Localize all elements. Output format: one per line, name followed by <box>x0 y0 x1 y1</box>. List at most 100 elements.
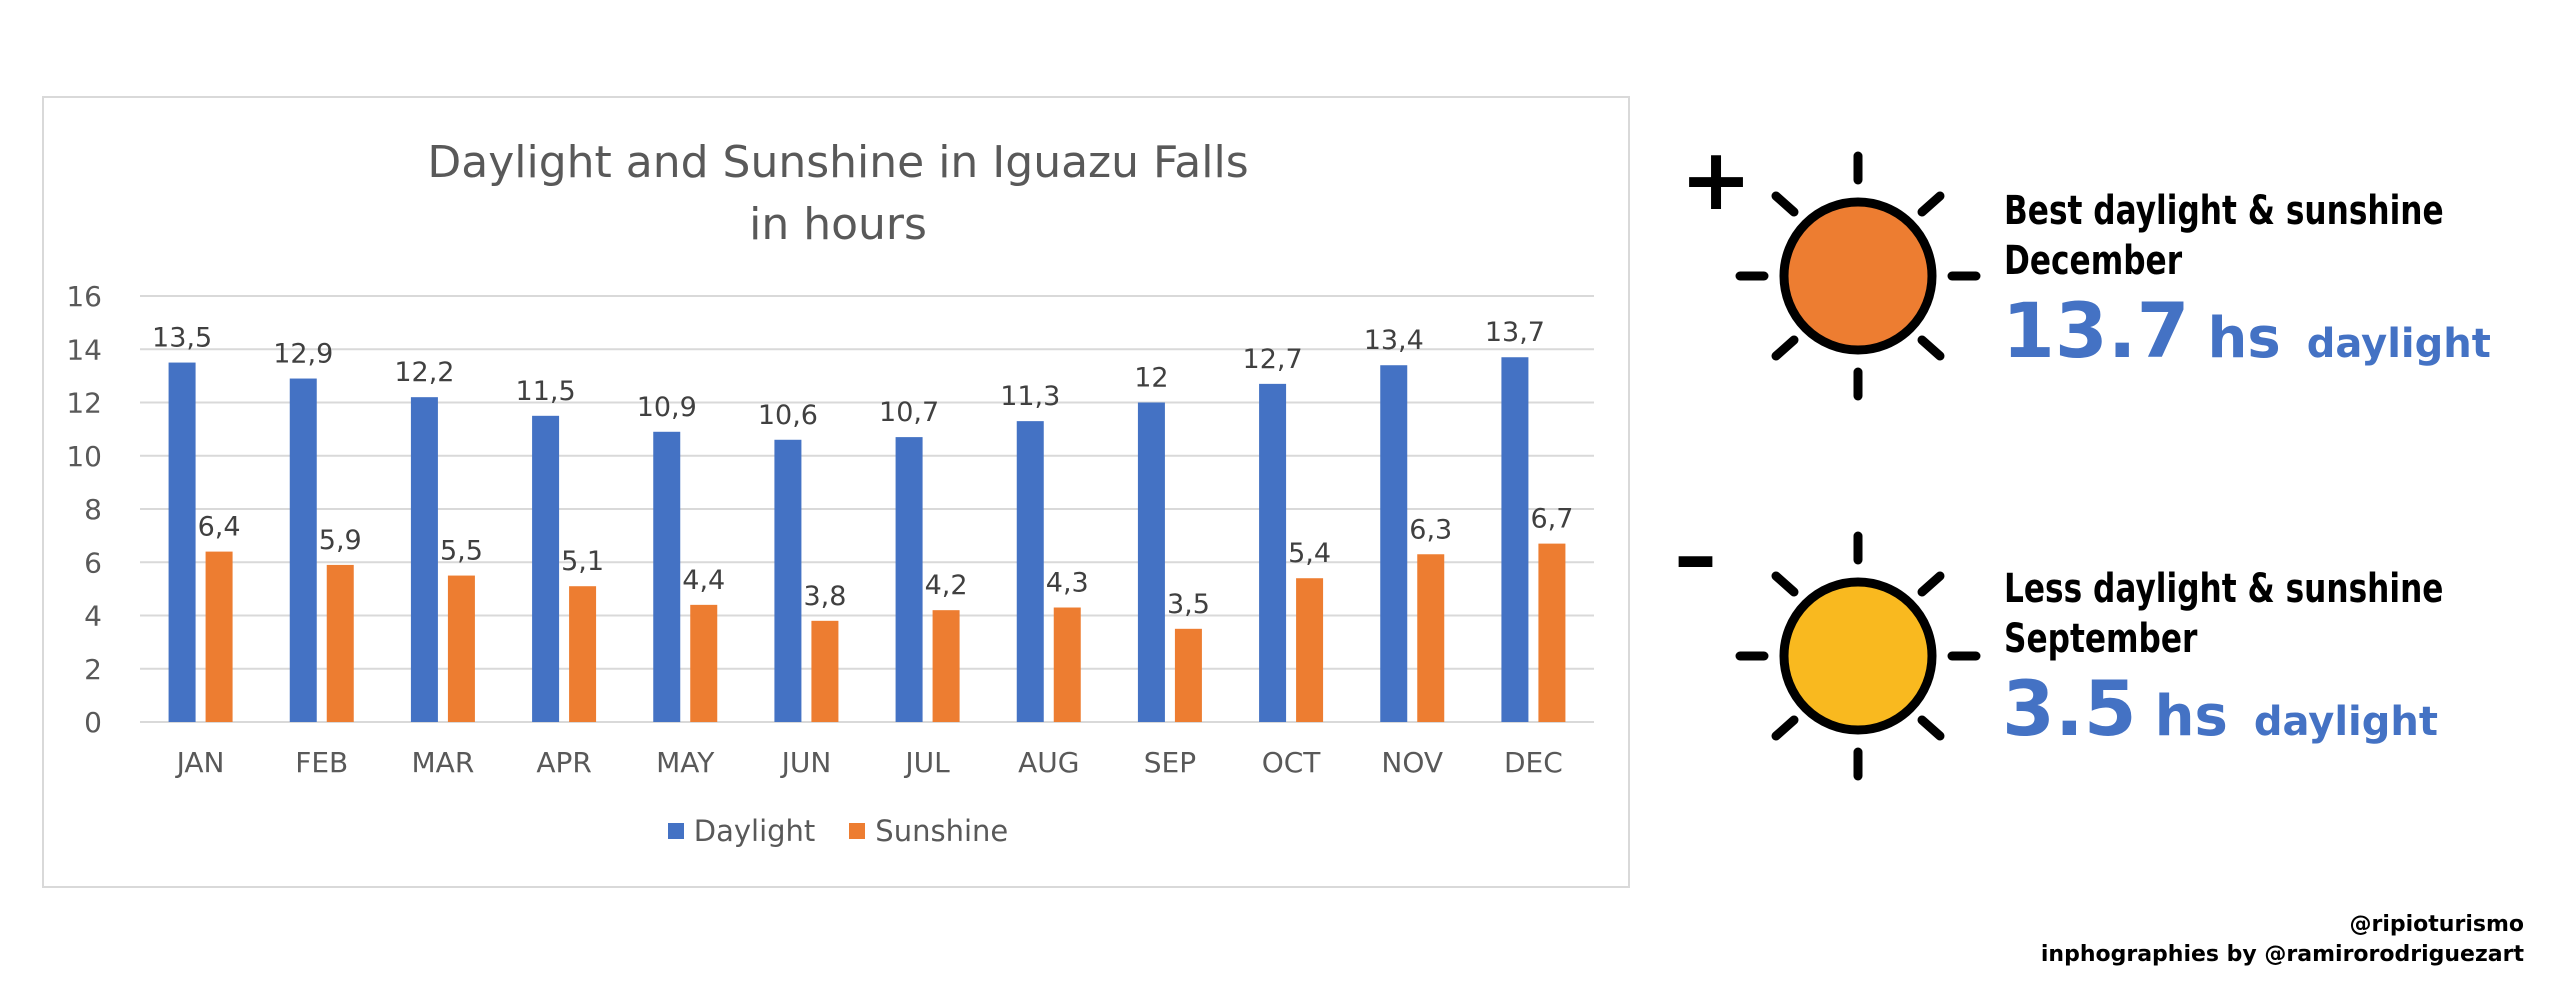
best-value: 13.7 hs daylight <box>2002 286 2491 375</box>
legend-item-daylight: Daylight <box>667 814 816 848</box>
legend-label-daylight: Daylight <box>693 814 816 848</box>
best-heading-line-1: Best daylight & sunshine <box>2004 188 2444 234</box>
x-tick-label: AUG <box>1018 746 1079 779</box>
data-label: 6,4 <box>198 512 241 543</box>
bar-sunshine-oct <box>1296 578 1324 722</box>
worst-value-number: 3.5 <box>2002 664 2137 753</box>
x-tick-label: FEB <box>295 746 348 779</box>
bar-daylight-jul <box>895 437 923 722</box>
data-label: 4,4 <box>682 565 725 596</box>
legend-swatch-daylight <box>667 823 684 839</box>
bar-chart: 0 2 4 6 8 10 12 14 16 JAN 13,5 6,4 FEB 12,9 5,9 MAR 12,2… <box>66 280 1594 779</box>
data-label: 11,3 <box>1000 381 1060 412</box>
chart-panel: 0 2 4 6 8 10 12 14 16 JAN 13,5 6,4 FEB 12,9 5,9 MAR 12,2… <box>42 96 1630 888</box>
plus-sign: + <box>1680 130 1753 230</box>
worst-heading-line-2: September <box>2004 616 2198 662</box>
y-tick-label: 4 <box>84 600 102 633</box>
data-label: 12,2 <box>394 357 454 388</box>
x-tick-label: MAY <box>656 746 715 779</box>
data-label: 3,8 <box>803 581 846 612</box>
worst-callout: – Less daylight & sunshine September 3.5… <box>1670 506 2530 810</box>
best-value-unit: hs <box>2207 306 2281 371</box>
x-tick-label: SEP <box>1144 746 1196 779</box>
data-label: 4,3 <box>1046 568 1089 599</box>
data-label: 12,9 <box>273 339 333 370</box>
bar-daylight-feb <box>289 378 317 722</box>
x-tick-label: APR <box>536 746 592 779</box>
worst-value-word: daylight <box>2253 699 2438 745</box>
bar-sunshine-jan <box>205 551 233 722</box>
bar-sunshine-aug <box>1053 607 1081 722</box>
best-value-word: daylight <box>2306 321 2491 367</box>
data-label: 11,5 <box>516 376 576 407</box>
worst-value: 3.5 hs daylight <box>2002 664 2438 753</box>
x-tick-label: OCT <box>1262 746 1322 779</box>
bar-sunshine-mar <box>447 575 475 722</box>
y-tick-label: 6 <box>84 546 102 579</box>
bar-daylight-aug <box>1016 421 1044 722</box>
data-label: 5,9 <box>319 525 362 556</box>
data-label: 10,6 <box>758 400 818 431</box>
data-label: 5,1 <box>561 546 604 577</box>
bar-sunshine-jun <box>811 620 839 722</box>
data-label: 10,7 <box>879 397 939 428</box>
chart-title-line-2: in hours <box>749 199 927 250</box>
bar-sunshine-jul <box>932 610 960 722</box>
sun-yellow-icon <box>1735 531 1981 781</box>
worst-heading-line-1: Less daylight & sunshine <box>2004 566 2444 612</box>
bar-sunshine-may <box>690 604 718 722</box>
y-tick-label: 12 <box>66 387 102 420</box>
data-label: 12 <box>1134 363 1168 394</box>
x-tick-label: NOV <box>1381 746 1443 779</box>
y-tick-label: 0 <box>84 706 102 739</box>
x-tick-label: JUN <box>780 746 832 779</box>
data-label: 3,5 <box>1167 589 1210 620</box>
y-tick-label: 2 <box>84 653 102 686</box>
best-value-number: 13.7 <box>2002 286 2190 375</box>
data-label: 13,5 <box>152 323 212 354</box>
bar-daylight-mar <box>410 397 438 722</box>
chart-title-line-1: Daylight and Sunshine in Iguazu Falls <box>427 137 1249 188</box>
data-label: 13,7 <box>1485 317 1545 348</box>
credits: @ripioturismo inphographies by @ramiroro… <box>2041 910 2524 970</box>
sun-orange-icon <box>1735 151 1981 401</box>
bar-sunshine-feb <box>326 564 354 722</box>
chart-title: Daylight and Sunshine in Iguazu Falls in… <box>44 132 1632 256</box>
bar-daylight-jan <box>168 362 196 722</box>
credits-author: inphographies by @ramirorodriguezart <box>2040 942 2524 967</box>
data-label: 4,2 <box>925 570 968 601</box>
bar-sunshine-nov <box>1417 554 1445 722</box>
data-label: 6,3 <box>1409 514 1452 545</box>
data-label: 5,5 <box>440 536 483 567</box>
legend-item-sunshine: Sunshine <box>849 814 1008 848</box>
bar-daylight-jun <box>774 439 802 722</box>
data-label: 13,4 <box>1364 325 1424 356</box>
bar-daylight-oct <box>1259 383 1287 722</box>
minus-sign: – <box>1674 506 1717 606</box>
bar-daylight-sep <box>1137 402 1165 722</box>
y-tick-label: 10 <box>66 440 102 473</box>
x-tick-label: JUL <box>903 746 950 779</box>
bar-daylight-may <box>653 431 681 722</box>
credits-handle: @ripioturismo <box>2349 912 2525 937</box>
bar-sunshine-dec <box>1538 543 1566 722</box>
bar-daylight-apr <box>532 415 560 722</box>
data-label: 10,9 <box>637 392 697 423</box>
x-tick-label: JAN <box>175 746 225 779</box>
bar-daylight-dec <box>1501 357 1529 722</box>
x-tick-label: MAR <box>412 746 475 779</box>
data-label: 6,7 <box>1530 504 1573 535</box>
chart-legend: Daylight Sunshine <box>44 814 1632 848</box>
data-label: 5,4 <box>1288 538 1331 569</box>
bar-sunshine-sep <box>1174 628 1202 722</box>
data-label: 12,7 <box>1243 344 1303 375</box>
legend-label-sunshine: Sunshine <box>875 814 1009 848</box>
best-heading-line-2: December <box>2004 238 2183 284</box>
best-callout: + Best daylight & sunshine December 13.7… <box>1670 130 2530 430</box>
y-tick-label: 16 <box>66 280 102 313</box>
worst-value-unit: hs <box>2154 684 2228 749</box>
x-tick-label: DEC <box>1504 746 1563 779</box>
y-tick-label: 8 <box>84 493 102 526</box>
y-tick-label: 14 <box>66 333 102 366</box>
legend-swatch-sunshine <box>849 823 866 839</box>
